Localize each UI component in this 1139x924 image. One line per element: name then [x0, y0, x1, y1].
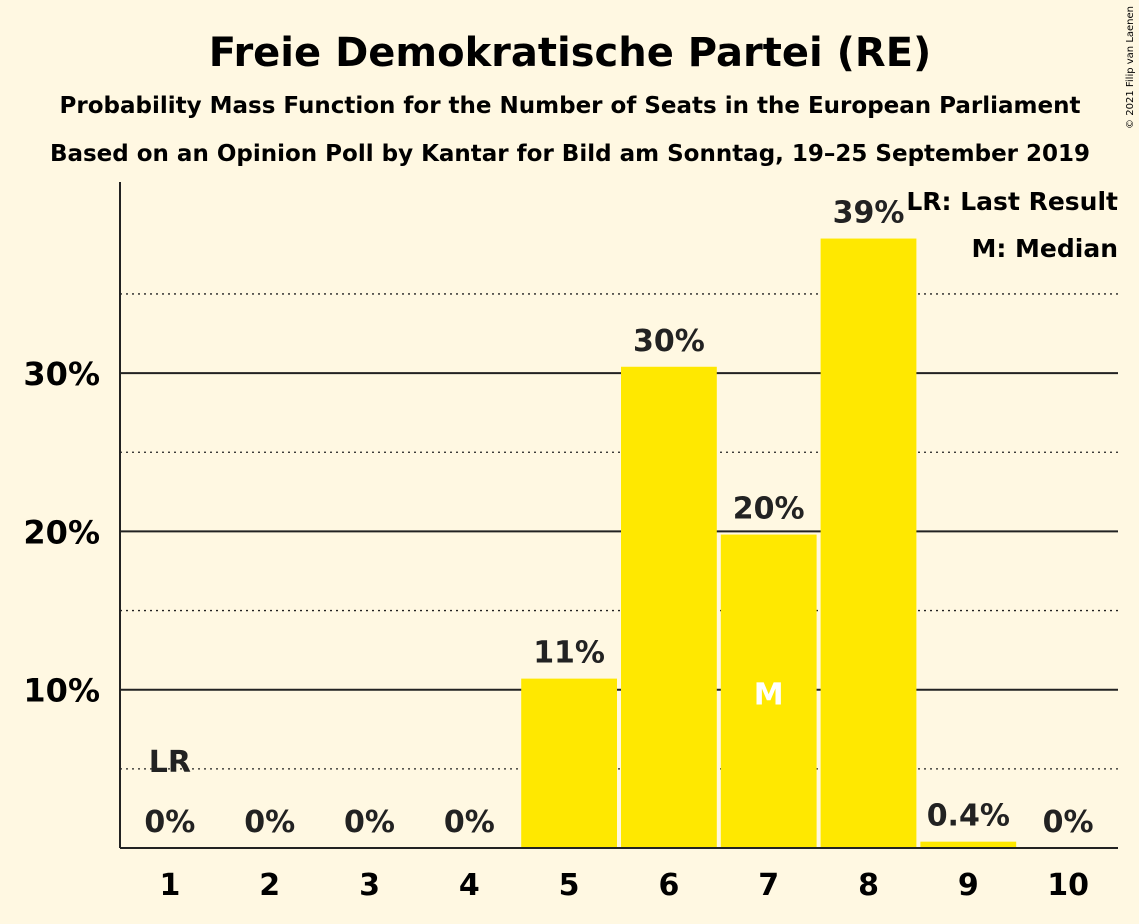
bar	[820, 238, 917, 849]
bar-value-label: 11%	[533, 636, 605, 671]
bar-value-label: 39%	[833, 196, 905, 231]
bar-value-label: 0%	[144, 805, 195, 840]
bar-value-label: 0%	[344, 805, 395, 840]
x-tick-label: 7	[758, 868, 779, 903]
x-tick-label: 10	[1047, 868, 1089, 903]
x-tick-label: 1	[159, 868, 180, 903]
bar-value-label: 0%	[444, 805, 495, 840]
y-tick-label: 30%	[23, 355, 100, 393]
x-tick-label: 2	[259, 868, 280, 903]
legend-median: M: Median	[971, 234, 1118, 263]
median-marker: M	[754, 678, 784, 713]
x-tick-label: 5	[559, 868, 580, 903]
x-tick-label: 3	[359, 868, 380, 903]
bar-value-label: 30%	[633, 324, 705, 359]
bar	[521, 678, 617, 848]
bar	[621, 366, 717, 848]
last-result-marker: LR	[149, 745, 191, 780]
y-tick-label: 10%	[23, 672, 100, 710]
y-tick-label: 20%	[23, 513, 100, 551]
bar	[720, 534, 817, 848]
x-tick-label: 9	[958, 868, 979, 903]
plot-area: 10%20%30%0%1LR0%20%30%411%530%620%7M39%8…	[23, 182, 1118, 903]
bar-value-label: 0.4%	[927, 799, 1010, 834]
bar-value-label: 0%	[244, 805, 295, 840]
bar	[920, 841, 1017, 848]
bar-value-label: 20%	[733, 492, 805, 527]
bar-value-label: 0%	[1043, 805, 1094, 840]
legend-last-result: LR: Last Result	[906, 187, 1118, 216]
x-tick-label: 6	[658, 868, 679, 903]
x-tick-label: 8	[858, 868, 879, 903]
chart-subtitle-2: Based on an Opinion Poll by Kantar for B…	[50, 141, 1090, 167]
chart-title: Freie Demokratische Partei (RE)	[209, 30, 932, 76]
copyright-note: © 2021 Filip van Laenen	[1125, 6, 1136, 129]
chart-subtitle: Probability Mass Function for the Number…	[60, 93, 1081, 119]
x-tick-label: 4	[459, 868, 480, 903]
